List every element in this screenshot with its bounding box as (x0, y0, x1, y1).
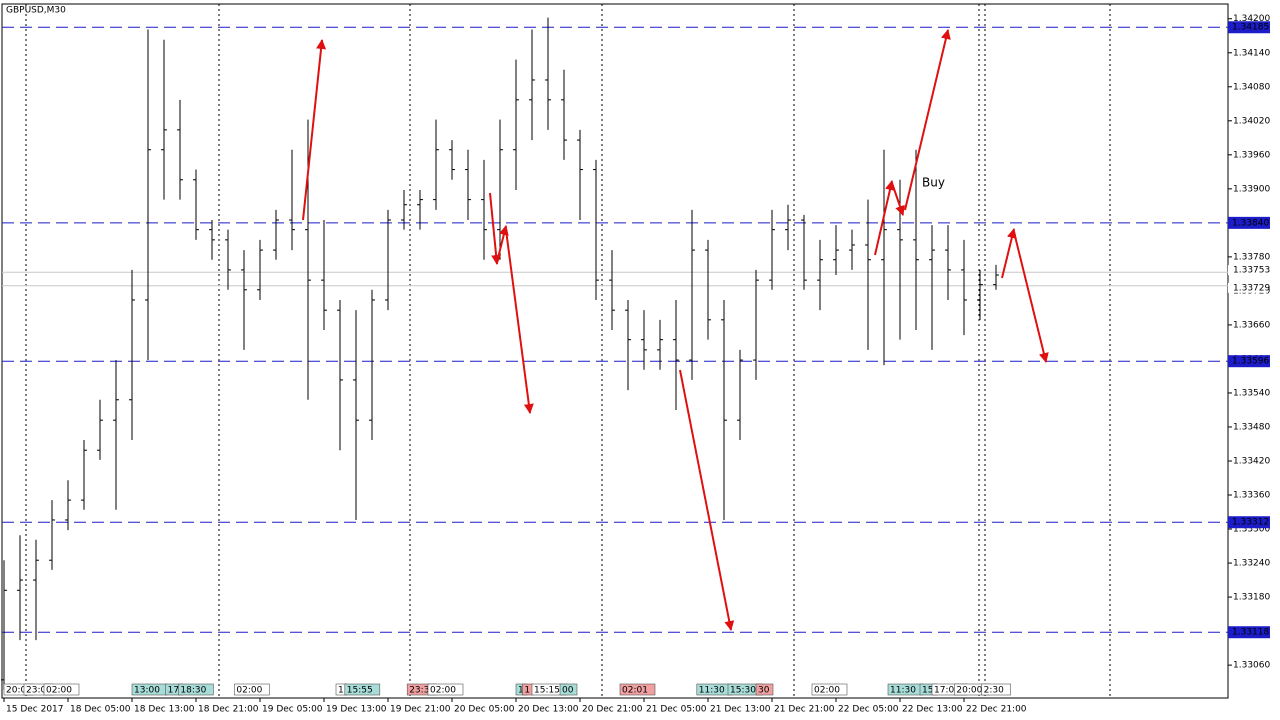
x-tick-label: 21 Dec 21:00 (774, 705, 835, 715)
y-tick-label: 1.33300 (1233, 525, 1270, 535)
y-tick-label: 1.34200 (1233, 14, 1270, 24)
event-box (619, 683, 656, 696)
event-label: 30 (758, 686, 770, 696)
x-tick-label: 22 Dec 21:00 (966, 705, 1027, 715)
x-tick-label: 19 Dec 21:00 (390, 705, 451, 715)
level-label-box (1228, 216, 1270, 229)
arrow (891, 182, 905, 216)
event-label: 17 (168, 686, 179, 696)
x-tick-label: 19 Dec 13:00 (326, 705, 387, 715)
y-tick-label: 1.34020 (1233, 116, 1270, 126)
level-label: 1.33840 (1232, 218, 1269, 228)
event-label: 13:00 (134, 686, 160, 696)
event-label: 15:55 (347, 686, 373, 696)
event-label: 00 (562, 686, 574, 696)
level-label: 1.33312 (1232, 518, 1269, 528)
event-label: 17:00 (934, 686, 960, 696)
event-label: 11:30 (890, 686, 916, 696)
event-label: 23:3 (409, 686, 429, 696)
event-label: 2:30 (984, 686, 1004, 696)
event-label: 1 (338, 686, 344, 696)
arrow (505, 229, 534, 414)
y-tick-label: 1.33660 (1233, 320, 1270, 330)
event-box (427, 683, 464, 696)
price-label: 1.33729 (1233, 283, 1270, 293)
x-tick-label: 21 Dec 13:00 (710, 705, 771, 715)
event-box (178, 683, 214, 696)
event-label: 1 (518, 686, 524, 696)
arrow (302, 39, 327, 221)
price-label-box (1228, 265, 1268, 276)
arrow (496, 225, 509, 263)
x-tick-label: 21 Dec 05:00 (646, 705, 707, 715)
y-tick-label: 1.34140 (1233, 48, 1270, 58)
x-tick-label: 22 Dec 13:00 (902, 705, 963, 715)
price-label: 1.33753 (1233, 266, 1270, 276)
level-label: 1.34185 (1232, 23, 1269, 33)
event-label: 15:30 (730, 686, 756, 696)
y-tick-label: 1.33360 (1233, 491, 1270, 501)
level-label: 1.33118 (1232, 628, 1269, 638)
event-box (43, 683, 80, 696)
x-tick-label: 20 Dec 05:00 (454, 705, 515, 715)
event-label: 02:00 (430, 686, 456, 696)
event-box (811, 683, 848, 696)
event-box (559, 683, 578, 696)
event-label: 02:00 (814, 686, 840, 696)
x-tick-label: 20 Dec 13:00 (518, 705, 579, 715)
y-tick-label: 1.33540 (1233, 388, 1270, 398)
y-tick-label: 1.34080 (1233, 82, 1270, 92)
x-tick-label: 19 Dec 05:00 (262, 705, 323, 715)
y-tick-label: 1.33060 (1233, 661, 1270, 671)
chart-title: GBPUSD,M30 (6, 6, 66, 16)
arrow (489, 192, 502, 265)
x-tick-label: 18 Dec 13:00 (134, 705, 195, 715)
x-tick-label: 15 Dec 2017 (6, 705, 64, 715)
y-tick-label: 1.33780 (1233, 252, 1270, 262)
arrow (679, 369, 735, 631)
arrow (1013, 231, 1049, 363)
x-tick-label: 20 Dec 21:00 (582, 705, 643, 715)
annotation: Buy (922, 176, 945, 190)
x-tick-label: 18 Dec 05:00 (70, 705, 131, 715)
event-label: 15:15 (534, 686, 560, 696)
x-tick-label: 22 Dec 05:00 (838, 705, 899, 715)
level-label-box (1228, 516, 1270, 529)
event-box (234, 683, 270, 696)
event-label: 02:01 (622, 686, 648, 696)
arrow (874, 180, 895, 256)
event-label: 20:0 (6, 686, 26, 696)
plot-frame (1, 3, 1229, 699)
event-label: 02:00 (46, 686, 72, 696)
arrow (1001, 228, 1017, 279)
event-label: 11:30 (699, 686, 725, 696)
y-tick-label: 1.33240 (1233, 559, 1270, 569)
level-label-box (1228, 626, 1270, 639)
level-label-box (1228, 355, 1270, 368)
arrows (302, 29, 1049, 631)
level-label: 1.33596 (1232, 357, 1269, 367)
level-label-box (1228, 21, 1270, 34)
y-tick-label: 1.33420 (1233, 456, 1270, 466)
y-tick-label: 1.33900 (1233, 184, 1270, 194)
event-box (981, 683, 1011, 696)
price-label-box (1228, 282, 1268, 293)
event-label: 02:00 (236, 686, 262, 696)
event-label: 18:30 (180, 686, 206, 696)
event-label: 20:00 (956, 686, 982, 696)
y-tick-label: 1.33960 (1233, 150, 1270, 160)
event-box (344, 683, 381, 696)
event-label: 23:0 (26, 686, 46, 696)
event-label: 1 (524, 686, 530, 696)
arrow (904, 29, 951, 211)
event-label: 15 (922, 686, 933, 696)
x-tick-label: 18 Dec 21:00 (198, 705, 259, 715)
y-tick-label: 1.33480 (1233, 422, 1270, 432)
event-box (755, 683, 774, 696)
y-tick-label: 1.33180 (1233, 593, 1270, 603)
